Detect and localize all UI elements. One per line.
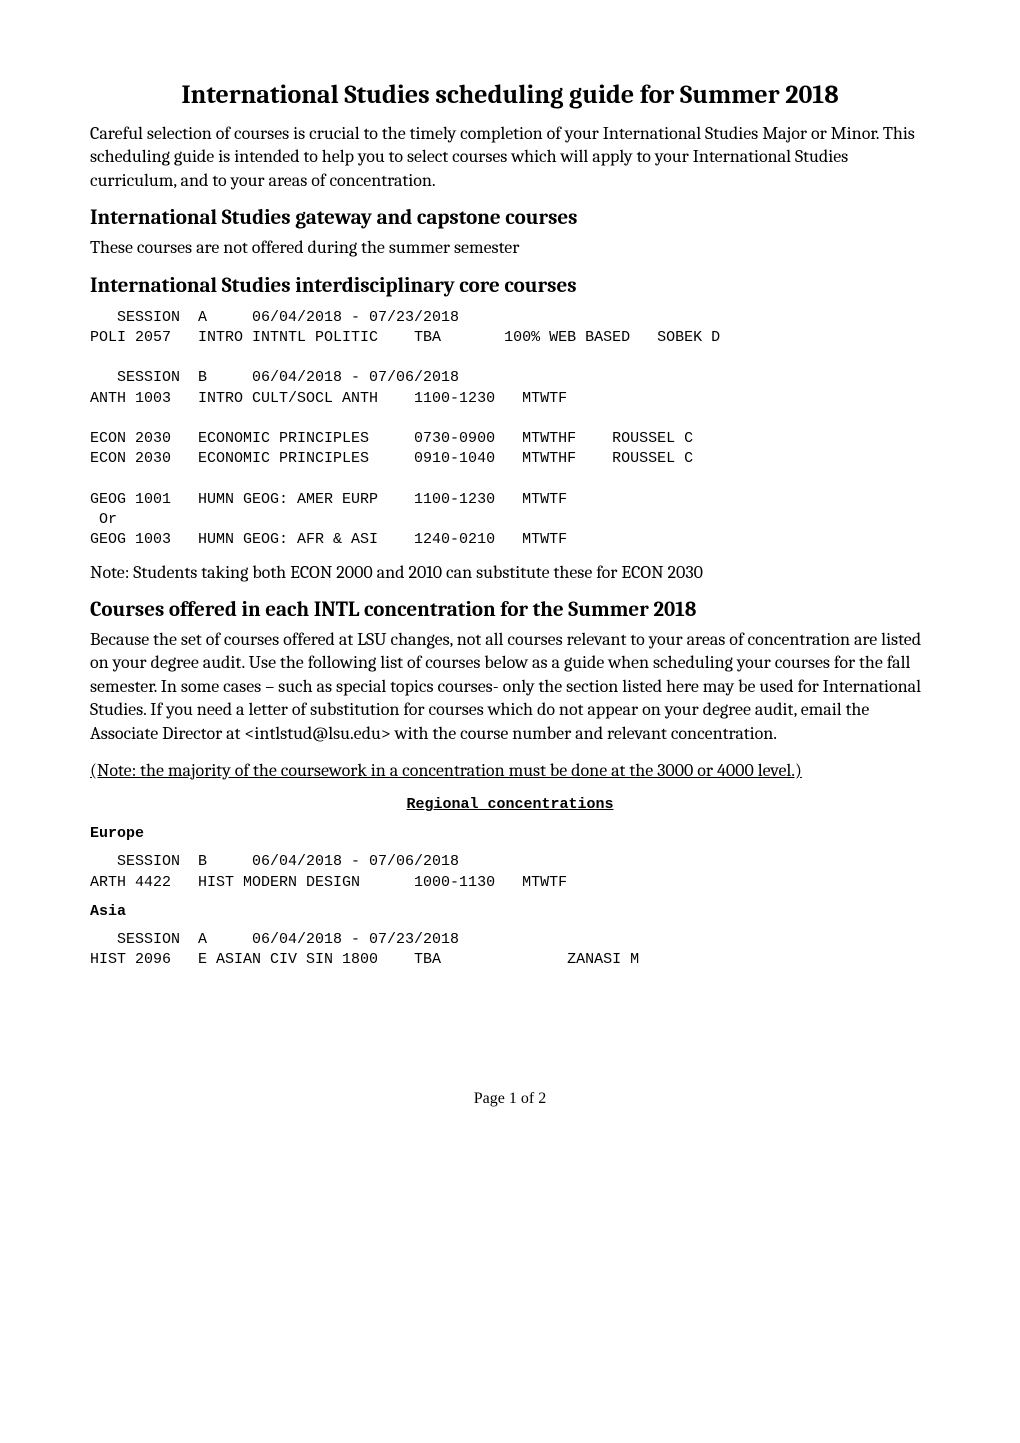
concentration-heading: Courses offered in each INTL concentrati… <box>90 598 930 622</box>
econ-substitution-note: Note: Students taking both ECON 2000 and… <box>90 561 930 584</box>
page-title: International Studies scheduling guide f… <box>90 80 930 110</box>
concentration-body: Because the set of courses offered at LS… <box>90 628 930 745</box>
gateway-note: These courses are not offered during the… <box>90 236 930 259</box>
regional-concentrations-heading: Regional concentrations <box>90 796 930 813</box>
core-heading: International Studies interdisciplinary … <box>90 274 930 298</box>
intro-paragraph: Careful selection of courses is crucial … <box>90 122 930 192</box>
gateway-heading: International Studies gateway and capsto… <box>90 206 930 230</box>
page-footer: Page 1 of 2 <box>90 1090 930 1108</box>
europe-label: Europe <box>90 825 930 842</box>
core-course-block: SESSION A 06/04/2018 - 07/23/2018 POLI 2… <box>90 308 930 551</box>
concentration-level-note: (Note: the majority of the coursework in… <box>90 759 930 782</box>
asia-course-block: SESSION A 06/04/2018 - 07/23/2018 HIST 2… <box>90 930 930 971</box>
asia-label: Asia <box>90 903 930 920</box>
europe-course-block: SESSION B 06/04/2018 - 07/06/2018 ARTH 4… <box>90 852 930 893</box>
